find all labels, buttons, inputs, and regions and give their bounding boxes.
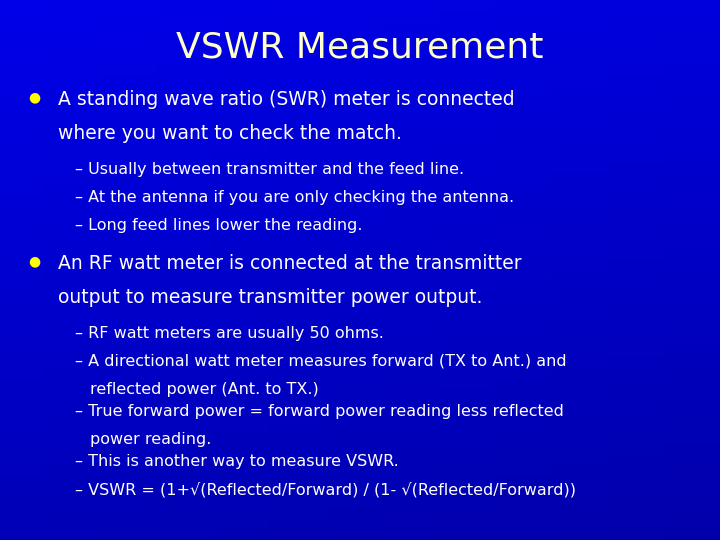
Text: An RF watt meter is connected at the transmitter: An RF watt meter is connected at the tra… (58, 254, 521, 273)
Text: – RF watt meters are usually 50 ohms.: – RF watt meters are usually 50 ohms. (75, 326, 384, 341)
Text: – VSWR = (1+√(Reflected/Forward) / (1- √(Reflected/Forward)): – VSWR = (1+√(Reflected/Forward) / (1- √… (75, 482, 576, 497)
Text: – True forward power = forward power reading less reflected: – True forward power = forward power rea… (75, 404, 564, 419)
Text: ●: ● (28, 254, 40, 268)
Text: where you want to check the match.: where you want to check the match. (58, 124, 402, 143)
Text: – A directional watt meter measures forward (TX to Ant.) and: – A directional watt meter measures forw… (75, 354, 567, 369)
Text: – At the antenna if you are only checking the antenna.: – At the antenna if you are only checkin… (75, 190, 514, 205)
Text: – Long feed lines lower the reading.: – Long feed lines lower the reading. (75, 218, 362, 233)
Text: – Usually between transmitter and the feed line.: – Usually between transmitter and the fe… (75, 162, 464, 177)
Text: power reading.: power reading. (90, 432, 212, 447)
Text: ●: ● (28, 90, 40, 104)
Text: reflected power (Ant. to TX.): reflected power (Ant. to TX.) (90, 382, 319, 397)
Text: VSWR Measurement: VSWR Measurement (176, 30, 544, 64)
Text: – This is another way to measure VSWR.: – This is another way to measure VSWR. (75, 454, 399, 469)
Text: output to measure transmitter power output.: output to measure transmitter power outp… (58, 288, 482, 307)
Text: A standing wave ratio (SWR) meter is connected: A standing wave ratio (SWR) meter is con… (58, 90, 515, 109)
